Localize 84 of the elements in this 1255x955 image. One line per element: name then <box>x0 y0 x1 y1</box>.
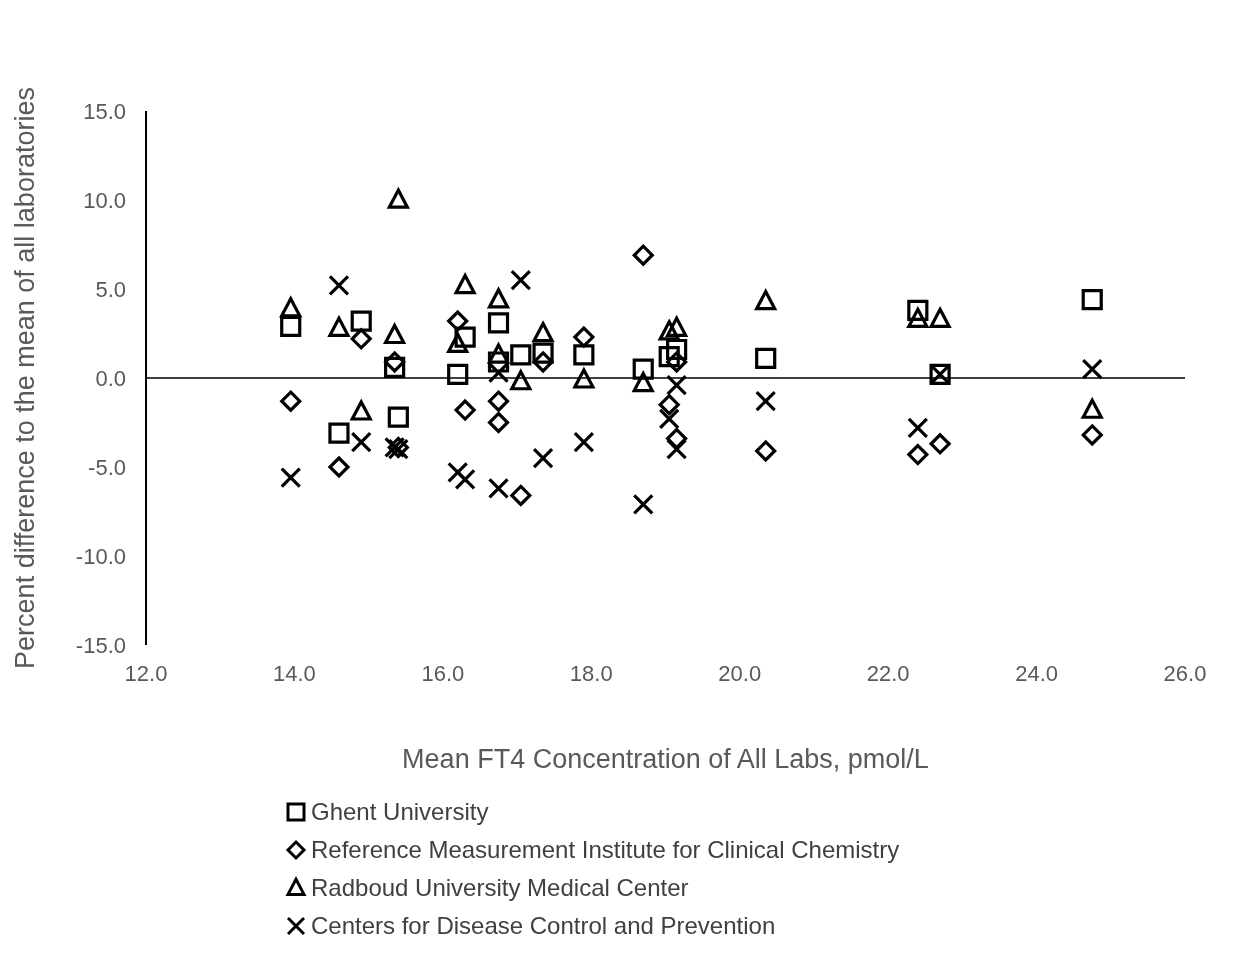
point <box>384 356 406 378</box>
point <box>280 467 302 489</box>
point <box>632 358 654 380</box>
point <box>328 274 350 297</box>
point <box>487 288 510 309</box>
point <box>632 244 654 266</box>
point <box>447 310 469 332</box>
point <box>510 269 532 291</box>
point <box>328 422 350 444</box>
x-tick-label: 24.0 <box>1015 660 1058 686</box>
point <box>387 188 409 209</box>
point <box>487 477 510 499</box>
point <box>907 417 929 439</box>
point <box>510 484 532 507</box>
point <box>532 322 554 343</box>
point <box>328 456 350 478</box>
point <box>573 368 595 389</box>
point <box>573 431 595 453</box>
x-axis-title: Mean FT4 Concentration of All Labs, pmol/L <box>402 744 929 774</box>
legend-label: Radboud University Medical Center <box>311 874 689 902</box>
point <box>350 328 372 350</box>
point <box>350 431 372 453</box>
point <box>929 307 951 329</box>
point <box>280 297 302 318</box>
point <box>755 390 777 412</box>
point <box>632 371 654 393</box>
point <box>510 344 532 366</box>
x-tick-label: 14.0 <box>273 660 316 686</box>
y-tick-label: 0.0 <box>95 365 126 391</box>
y-tick-label: -15.0 <box>75 632 126 658</box>
point <box>658 408 680 430</box>
y-tick-label: 10.0 <box>83 187 126 213</box>
x-tick-label: 12.0 <box>124 660 168 686</box>
x-tick-label: 20.0 <box>718 660 762 686</box>
point <box>510 370 532 391</box>
point <box>350 400 372 421</box>
legend-label: Ghent University <box>311 798 489 826</box>
x-tick-label: 18.0 <box>569 660 613 686</box>
point <box>532 342 554 364</box>
y-tick-label: 5.0 <box>95 276 126 302</box>
point <box>658 320 680 341</box>
point <box>907 307 929 329</box>
point <box>454 273 476 295</box>
point <box>658 346 680 368</box>
point <box>1081 289 1103 311</box>
point <box>487 411 510 434</box>
point <box>454 399 476 421</box>
legend-label: Centers for Disease Control and Prevention <box>311 912 776 940</box>
point <box>487 312 510 334</box>
point <box>1081 424 1103 446</box>
point <box>907 299 929 321</box>
point <box>755 440 777 462</box>
point <box>666 374 688 396</box>
point <box>280 315 302 337</box>
point <box>487 343 510 364</box>
y-tick-label: 15.0 <box>83 98 126 124</box>
point <box>454 326 476 348</box>
point <box>387 406 409 428</box>
point <box>755 347 777 370</box>
point <box>487 351 510 373</box>
y-tick-label: -5.0 <box>88 454 126 480</box>
point <box>573 326 595 348</box>
y-axis-title: Percent difference to the mean of all laboratories <box>9 87 40 669</box>
point <box>532 447 554 469</box>
point <box>1081 358 1103 380</box>
point <box>666 338 688 361</box>
point <box>755 289 777 311</box>
x-tick-label: 16.0 <box>421 660 465 686</box>
point <box>573 344 595 366</box>
x-tick-label: 26.0 <box>1163 660 1207 686</box>
point <box>532 351 554 373</box>
point <box>384 323 406 345</box>
point <box>350 310 372 332</box>
point <box>280 390 302 412</box>
point <box>907 443 929 466</box>
point <box>658 394 680 416</box>
point <box>632 493 654 515</box>
legend-label: Reference Measurement Institute for Clinical Chemistry <box>311 836 900 864</box>
y-tick-label: -10.0 <box>75 543 126 569</box>
point <box>447 363 469 386</box>
x-tick-label: 22.0 <box>866 660 910 686</box>
point <box>447 332 469 353</box>
point <box>487 390 510 412</box>
point <box>929 433 951 455</box>
